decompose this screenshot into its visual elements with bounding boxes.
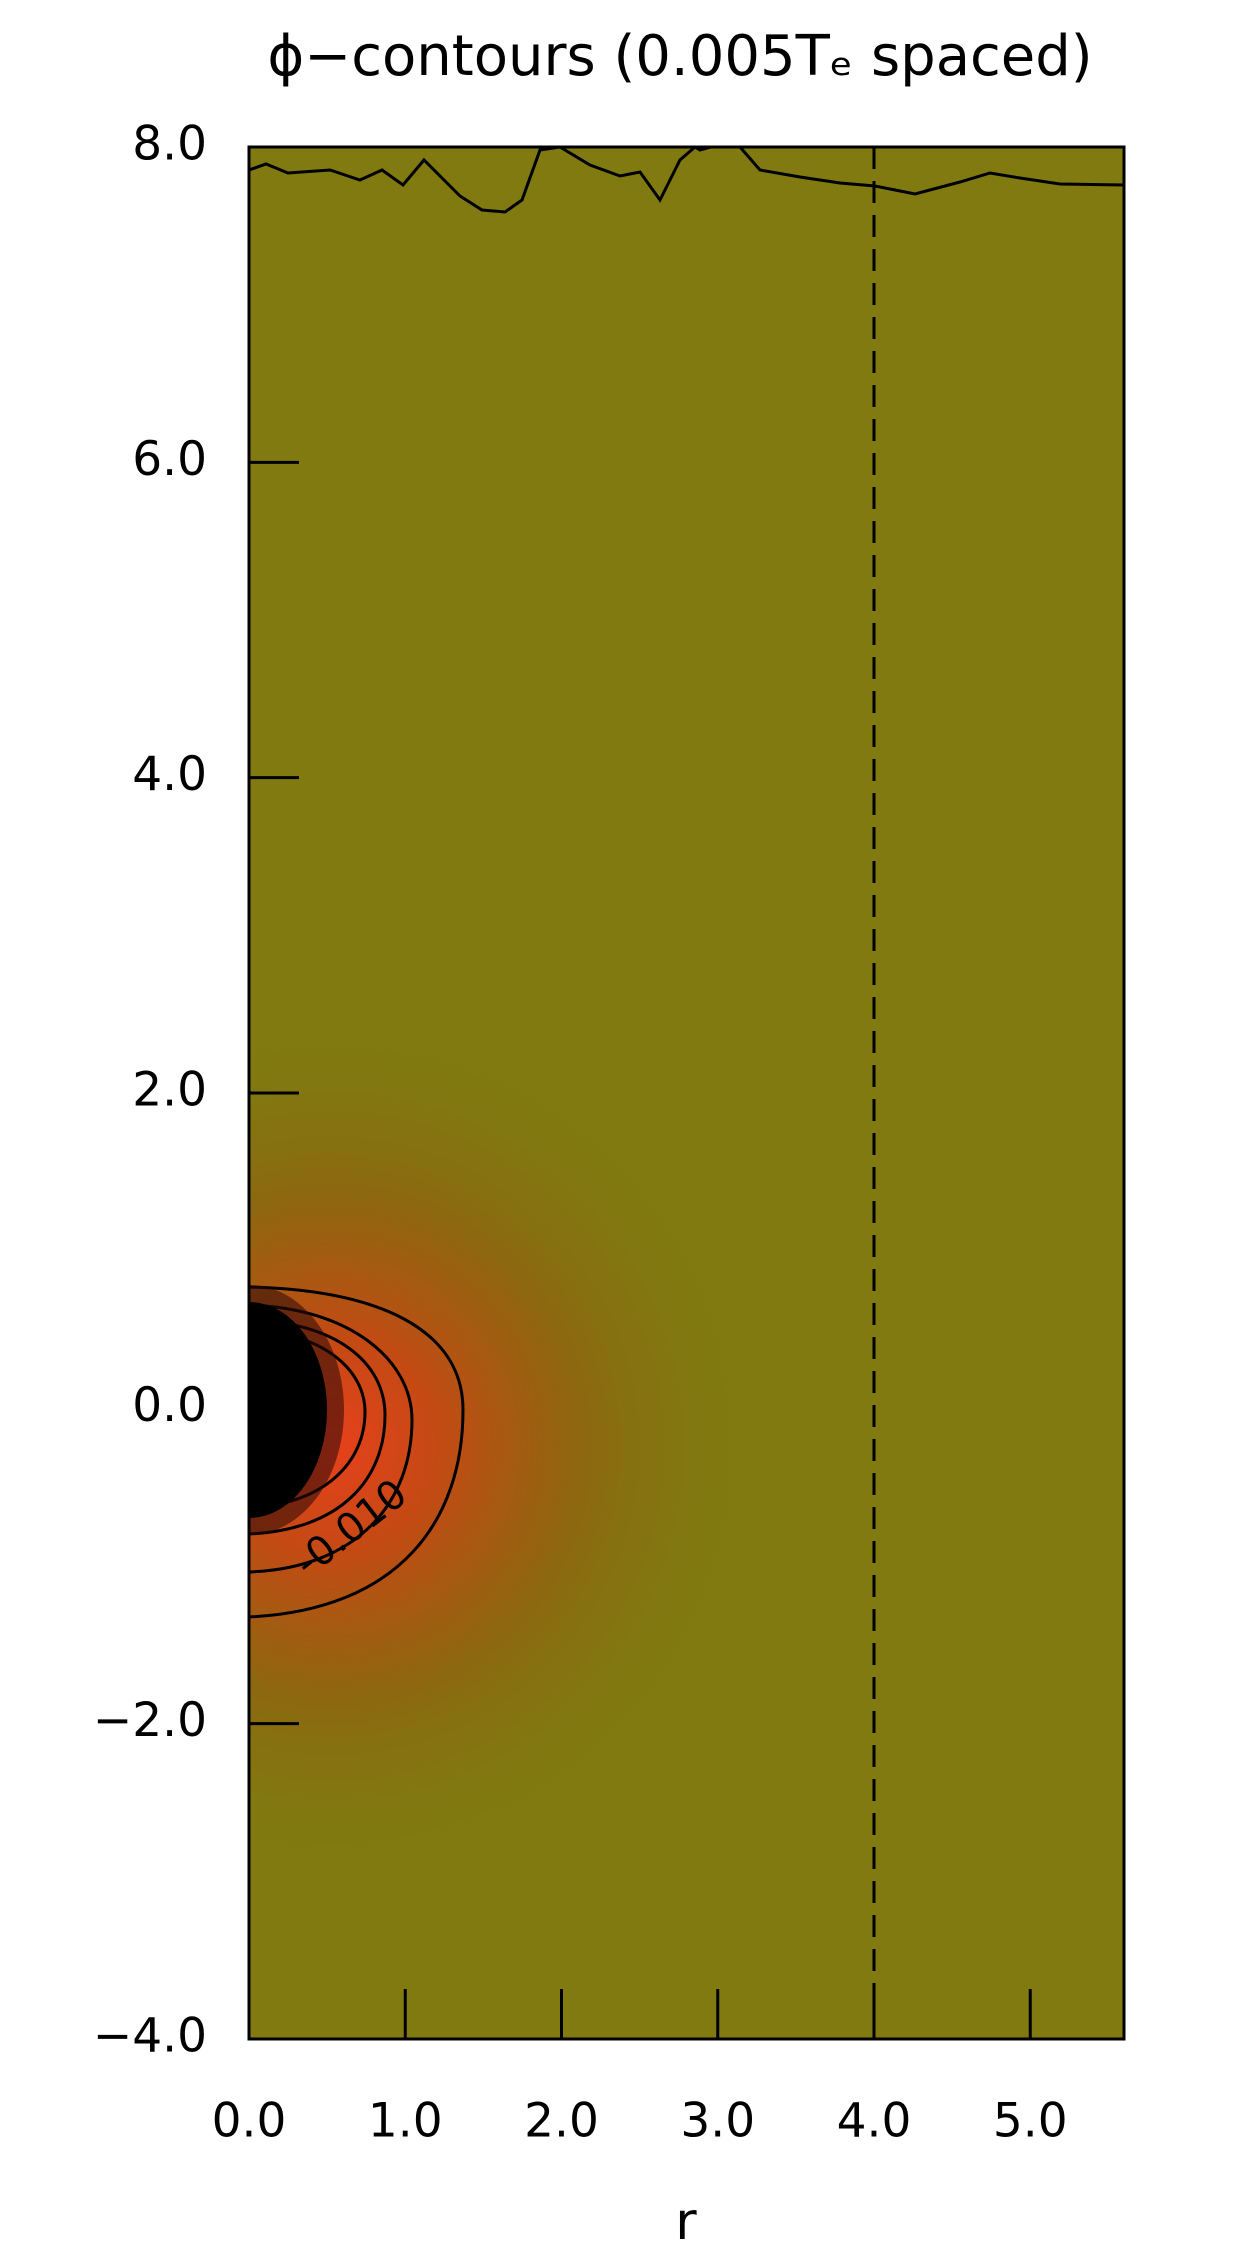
x-tick-label: 1.0 (368, 2094, 443, 2149)
y-tick-label: 8.0 (132, 117, 207, 172)
y-tick-label: −2.0 (93, 1693, 207, 1748)
x-tick-label: 5.0 (993, 2094, 1068, 2149)
contour-field (249, 147, 1124, 2039)
contour-line (249, 1303, 414, 1574)
y-tick-label: 6.0 (132, 432, 207, 487)
x-tick-label: 0.0 (212, 2094, 287, 2149)
x-tick-label: 4.0 (837, 2094, 912, 2149)
x-tick-label: 3.0 (680, 2094, 755, 2149)
y-tick-label: 2.0 (132, 1063, 207, 1118)
y-tick-label: 0.0 (132, 1378, 207, 1433)
y-tick-label: −4.0 (93, 2009, 207, 2064)
contour-line (249, 147, 1124, 214)
core (249, 1302, 327, 1518)
x-axis-label: r (675, 2192, 697, 2252)
chart-title: ϕ−contours (0.005Tₑ spaced) (267, 24, 1092, 89)
y-tick-label: 4.0 (132, 747, 207, 802)
contour-line (249, 1285, 465, 1619)
x-tick-label: 2.0 (524, 2094, 599, 2149)
potential-well (249, 147, 1124, 2039)
